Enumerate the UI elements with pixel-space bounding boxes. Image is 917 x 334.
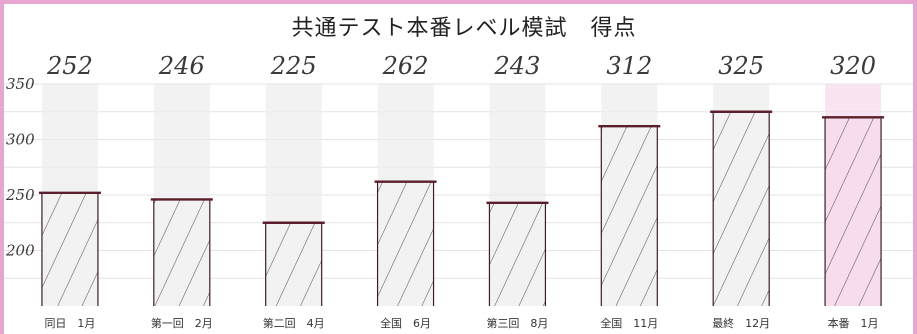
chart-title: 共通テスト本番レベル模試 得点 [291, 16, 637, 41]
grid-lines [4, 83, 913, 279]
chart-frame: 共通テスト本番レベル模試 得点 252 246 225 262 243 312 325 320… [4, 4, 913, 334]
y-tick-label: 350 [6, 75, 35, 93]
y-tick-label: 200 [5, 242, 35, 260]
category-label: 本番 1月 [828, 316, 879, 330]
bar-hatch [601, 126, 658, 307]
value-label: 262 [382, 52, 429, 80]
category-label: 同日 1月 [44, 317, 95, 330]
value-label: 320 [830, 52, 876, 80]
bar-hatch [153, 199, 210, 306]
category-labels: 同日 1月 第一回 2月 第二回 4月 全国 6月 第三回 8月 全国 11月 最終 12月… [44, 316, 878, 330]
value-labels: 252 246 225 262 243 312 325 320 [46, 52, 876, 80]
category-label: 第一回 2月 [151, 316, 213, 330]
bar-chart: 252 246 225 262 243 312 325 320 200 250 300 350 同日… [4, 52, 913, 330]
bar-hatch [377, 181, 434, 306]
category-label: 最終 12月 [712, 316, 770, 330]
bar-hatch [265, 222, 322, 306]
bar-hatch [713, 111, 770, 306]
category-label: 第三回 8月 [486, 316, 548, 330]
value-label: 225 [270, 52, 317, 80]
bar-hatch [41, 192, 98, 306]
value-label: 243 [494, 52, 541, 80]
value-label: 252 [46, 52, 93, 80]
y-tick-label: 300 [6, 131, 35, 149]
category-label: 全国 6月 [380, 316, 431, 330]
category-label: 全国 11月 [600, 316, 658, 330]
y-tick-label: 250 [5, 186, 35, 204]
bars [38, 110, 885, 307]
value-label: 325 [718, 52, 764, 80]
bar-hatch [489, 202, 546, 306]
category-label: 第二回 4月 [263, 316, 325, 330]
value-label: 246 [158, 52, 205, 80]
value-label: 312 [606, 52, 652, 80]
y-axis-ticks: 200 250 300 350 [5, 75, 35, 260]
bar-hatch [825, 117, 882, 306]
